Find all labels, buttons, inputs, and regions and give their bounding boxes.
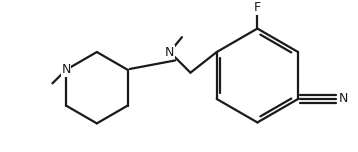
Text: N: N xyxy=(338,92,348,105)
Text: N: N xyxy=(165,45,174,59)
Text: F: F xyxy=(254,1,261,14)
Text: N: N xyxy=(61,63,71,76)
